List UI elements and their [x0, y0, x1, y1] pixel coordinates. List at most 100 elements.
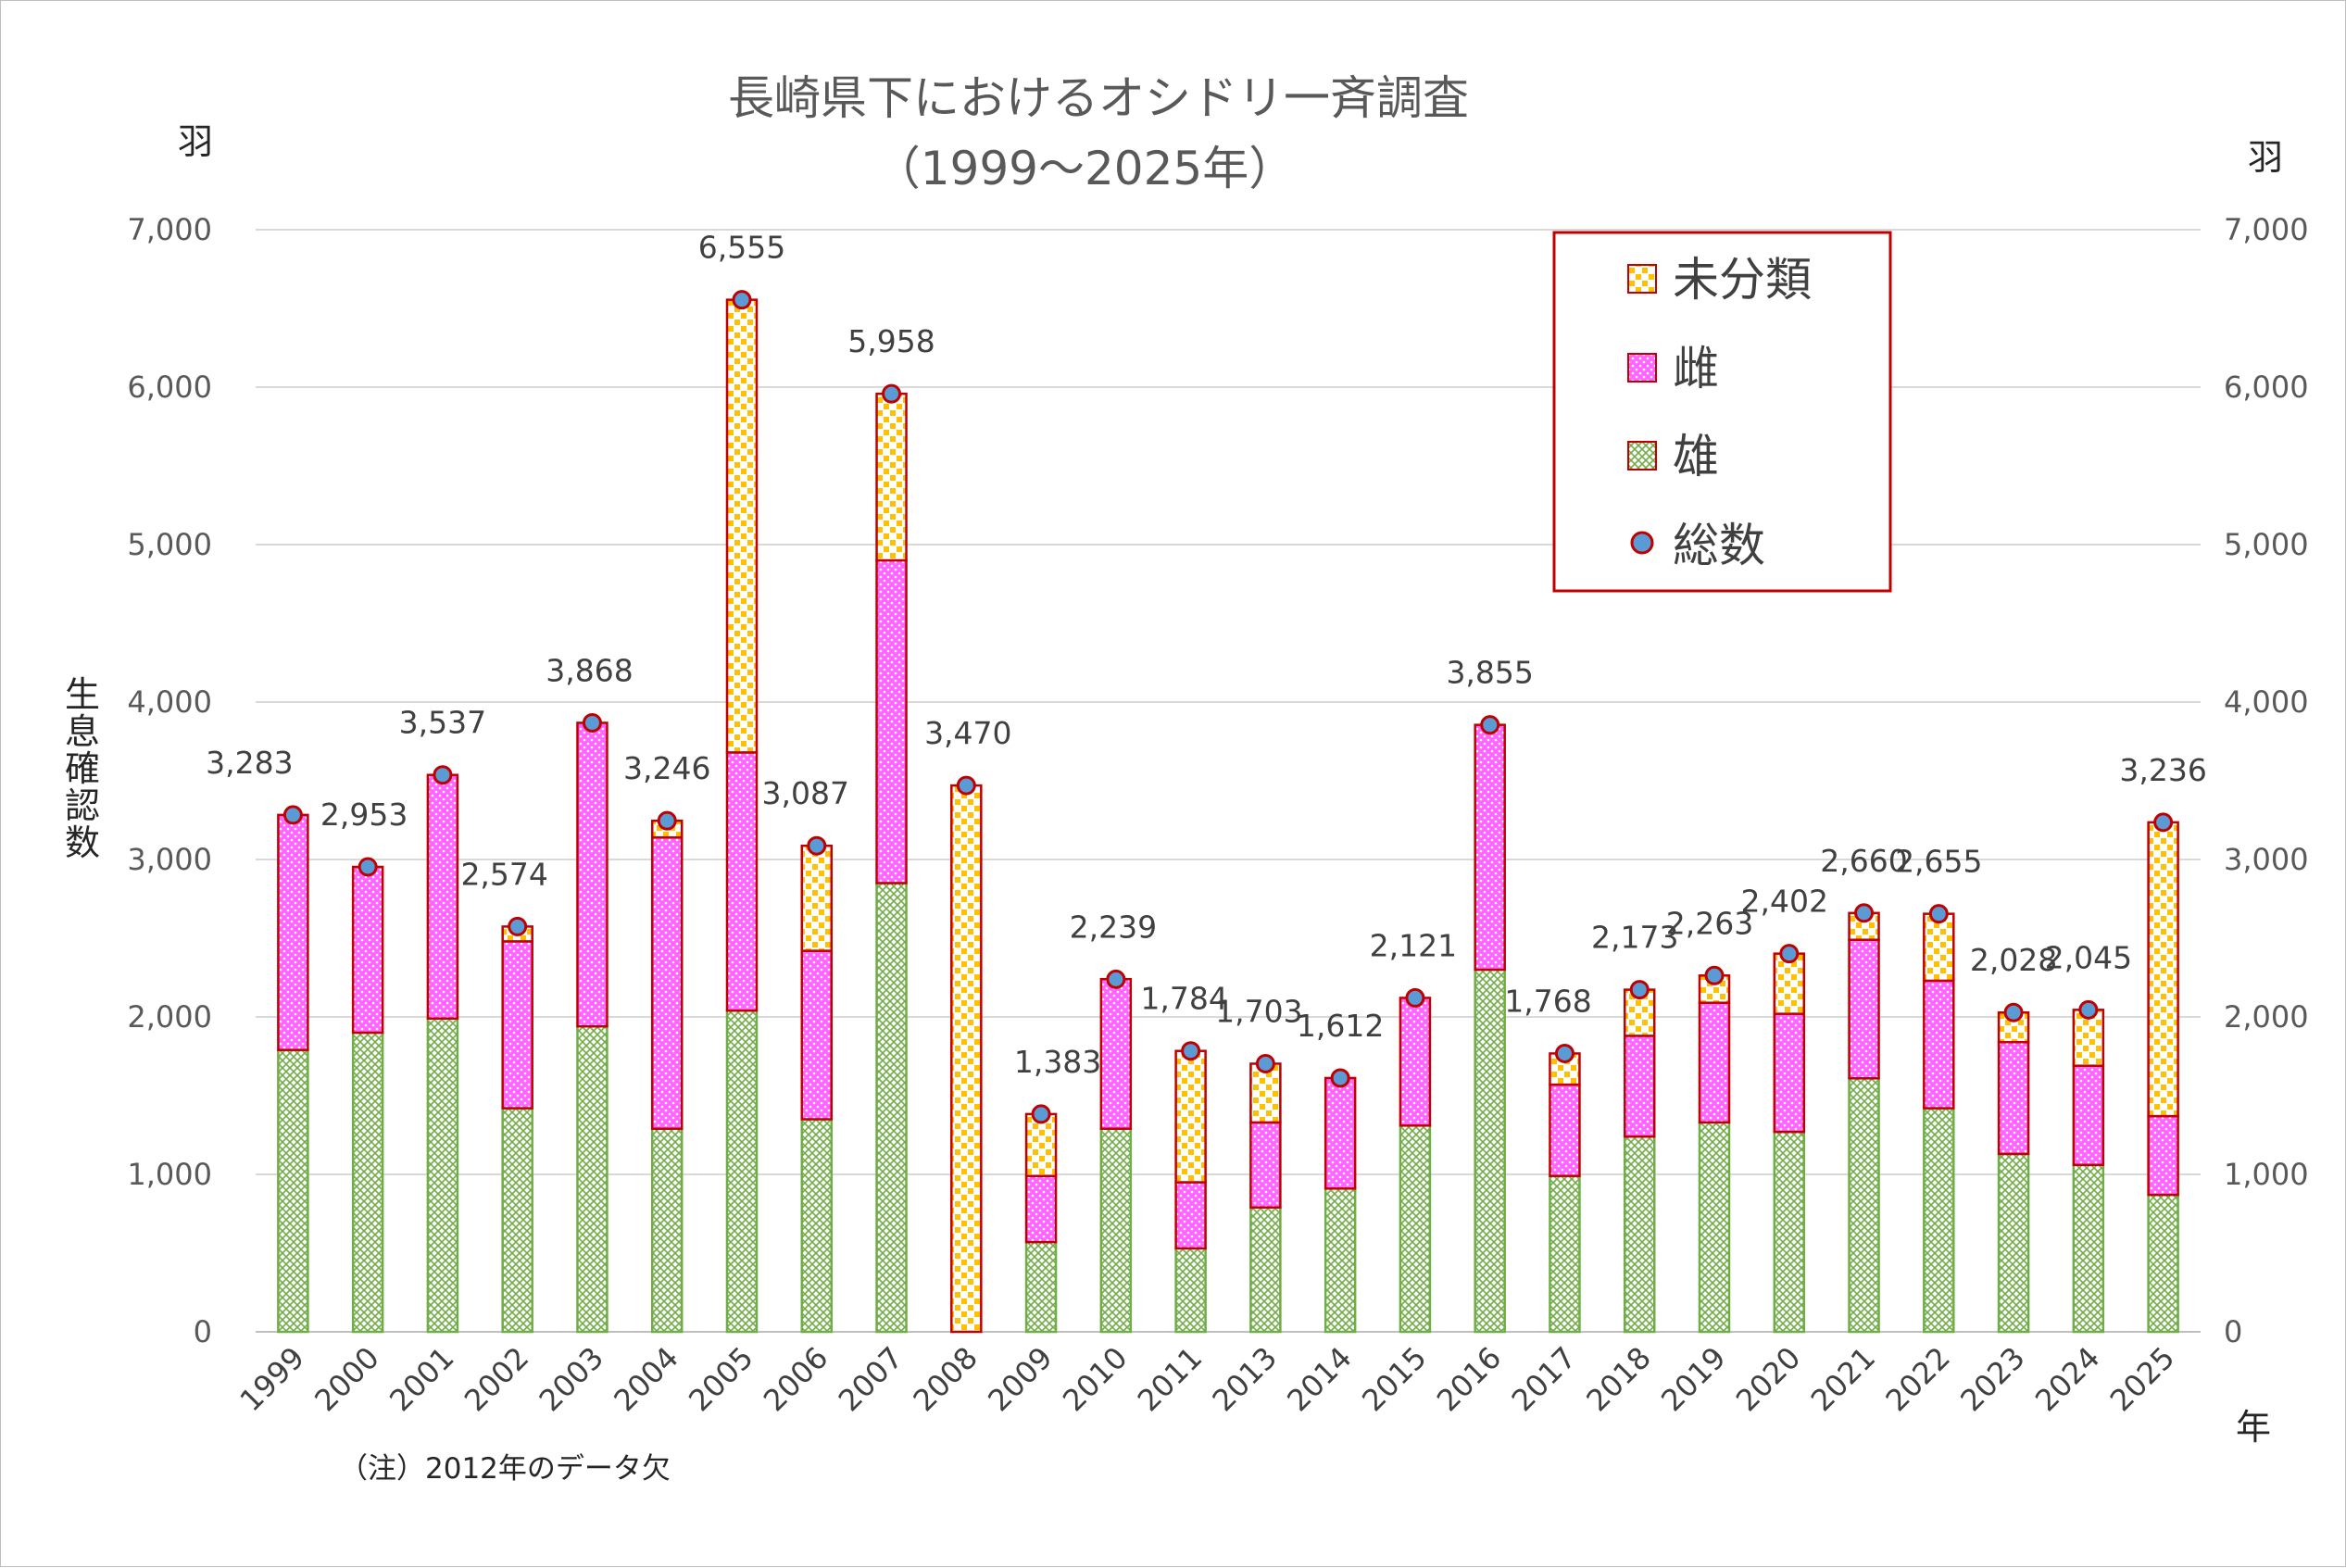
y-tick-label-left: 5,000 — [127, 527, 212, 562]
x-tick-label: 2016 — [1430, 1340, 1508, 1418]
data-label: 2,655 — [1895, 844, 1982, 880]
total-marker — [1704, 965, 1725, 985]
data-label: 3,855 — [1446, 655, 1533, 691]
x-tick-label: 1999 — [233, 1340, 311, 1418]
y-tick-label-right: 2,000 — [2224, 999, 2309, 1035]
bar-segment-male — [2147, 1193, 2179, 1334]
bar-segment-unclassified — [725, 298, 759, 754]
bar-segment-male — [1399, 1124, 1432, 1334]
bar-segment-unclassified — [875, 392, 908, 562]
bar-segment-female — [426, 773, 459, 1020]
bar-segment-male — [576, 1024, 608, 1334]
bar-segment-male — [1474, 968, 1506, 1334]
chart-title: 長崎県下におけるオシドリ一斉調査 — [728, 71, 1469, 125]
data-label: 1,768 — [1504, 983, 1591, 1019]
y-tick-label-right: 0 — [2224, 1314, 2242, 1349]
total-marker — [807, 835, 827, 856]
total-marker — [657, 810, 677, 831]
bar-segment-unclassified — [1923, 912, 1955, 983]
data-label: 2,953 — [320, 797, 408, 833]
y-tick-label-left: 0 — [194, 1314, 212, 1349]
x-tick-label: 2010 — [1056, 1340, 1134, 1418]
bar-segment-male — [1549, 1174, 1581, 1334]
x-tick-label: 2004 — [607, 1340, 684, 1418]
bar-segment-male — [1997, 1152, 2030, 1334]
legend-swatch-female — [1627, 353, 1657, 383]
data-label: 2,660 — [1820, 843, 1907, 879]
x-axis: 1999200020012002200320042005200620072008… — [233, 1340, 2182, 1418]
bar-segment-unclassified — [1174, 1049, 1207, 1184]
data-label: 2,121 — [1370, 927, 1457, 963]
data-label: 3,868 — [546, 652, 633, 688]
data-label: 3,283 — [206, 745, 293, 781]
x-tick-label: 2020 — [1729, 1340, 1807, 1418]
bar-segment-male — [875, 882, 908, 1334]
legend-label-unclassified: 未分類 — [1673, 253, 1812, 307]
total-marker — [1031, 1104, 1051, 1124]
y-unit-left: 羽 — [178, 121, 213, 162]
bar-segment-female — [1024, 1174, 1058, 1244]
bar-segment-female — [1848, 938, 1880, 1080]
bar-segment-female — [2072, 1064, 2105, 1167]
bar-segment-male — [1024, 1240, 1058, 1334]
bar-segment-female — [501, 940, 533, 1110]
y-axis-label-char: 認 — [65, 785, 100, 826]
bar-segment-male — [501, 1107, 533, 1334]
data-label: 2,028 — [1970, 942, 2057, 978]
bar-segment-female — [800, 949, 834, 1121]
total-marker — [732, 290, 752, 310]
total-marker — [1629, 980, 1650, 1000]
y-tick-label-right: 3,000 — [2224, 842, 2309, 877]
total-marker — [282, 805, 303, 825]
legend-swatch-unclassified — [1627, 264, 1657, 294]
data-label: 2,045 — [2045, 939, 2132, 975]
bar-segment-female — [1997, 1040, 2030, 1156]
data-label: 1,383 — [1014, 1044, 1101, 1080]
y-tick-label-left: 2,000 — [127, 999, 212, 1035]
x-tick-label: 2018 — [1579, 1340, 1657, 1418]
total-marker — [2003, 1002, 2024, 1022]
x-tick-label: 2008 — [907, 1340, 985, 1418]
bar-segment-female — [725, 751, 759, 1012]
y-unit-right: 羽 — [2248, 137, 2283, 178]
bar-segment-female — [650, 835, 684, 1130]
bar-segment-female — [1324, 1076, 1357, 1190]
total-marker — [1554, 1043, 1574, 1063]
bar-segment-female — [1399, 997, 1432, 1127]
total-marker — [1854, 903, 1875, 923]
y-tick-label-left: 4,000 — [127, 684, 212, 720]
data-label: 3,236 — [2119, 752, 2206, 788]
total-marker — [582, 712, 602, 733]
bar-segment-male — [277, 1048, 309, 1334]
total-markers — [282, 290, 2174, 1124]
y-tick-label-left: 1,000 — [127, 1157, 212, 1192]
bar-segment-female — [875, 558, 908, 884]
bar-segment-male — [2072, 1163, 2105, 1334]
x-tick-label: 2014 — [1280, 1340, 1358, 1418]
x-axis-label: 年 — [2236, 1407, 2271, 1448]
total-marker — [433, 765, 453, 785]
total-marker — [1330, 1068, 1350, 1088]
bar-segment-male — [650, 1127, 684, 1334]
total-marker — [1779, 944, 1800, 964]
y-axis-left: 0 1,000 2,000 3,000 4,000 5,000 6,000 7,000 — [127, 212, 212, 1349]
x-tick-label: 2015 — [1355, 1340, 1433, 1418]
bar-segment-unclassified — [950, 784, 983, 1334]
y-axis-label-char: 数 — [65, 822, 100, 863]
x-tick-label: 2000 — [307, 1340, 385, 1418]
y-tick-label-right: 4,000 — [2224, 684, 2309, 720]
legend-label-female: 雌 — [1673, 342, 1719, 395]
footnote: （注）2012年のデータ欠 — [339, 1452, 671, 1486]
y-tick-label-left: 3,000 — [127, 842, 212, 877]
data-labels: 3,283 2,953 3,537 2,574 3,868 3,246 6,555 3,087… — [206, 230, 2207, 1080]
x-tick-label: 2006 — [757, 1340, 834, 1418]
bar-segment-female — [1099, 977, 1133, 1130]
y-axis-label-char: 生 — [65, 674, 100, 715]
y-axis-right: 0 1,000 2,000 3,000 4,000 5,000 6,000 7,000 — [2224, 212, 2309, 1349]
total-marker — [358, 857, 378, 877]
total-marker — [2078, 999, 2099, 1020]
data-label: 1,784 — [1140, 981, 1227, 1017]
data-label: 6,555 — [698, 230, 785, 266]
